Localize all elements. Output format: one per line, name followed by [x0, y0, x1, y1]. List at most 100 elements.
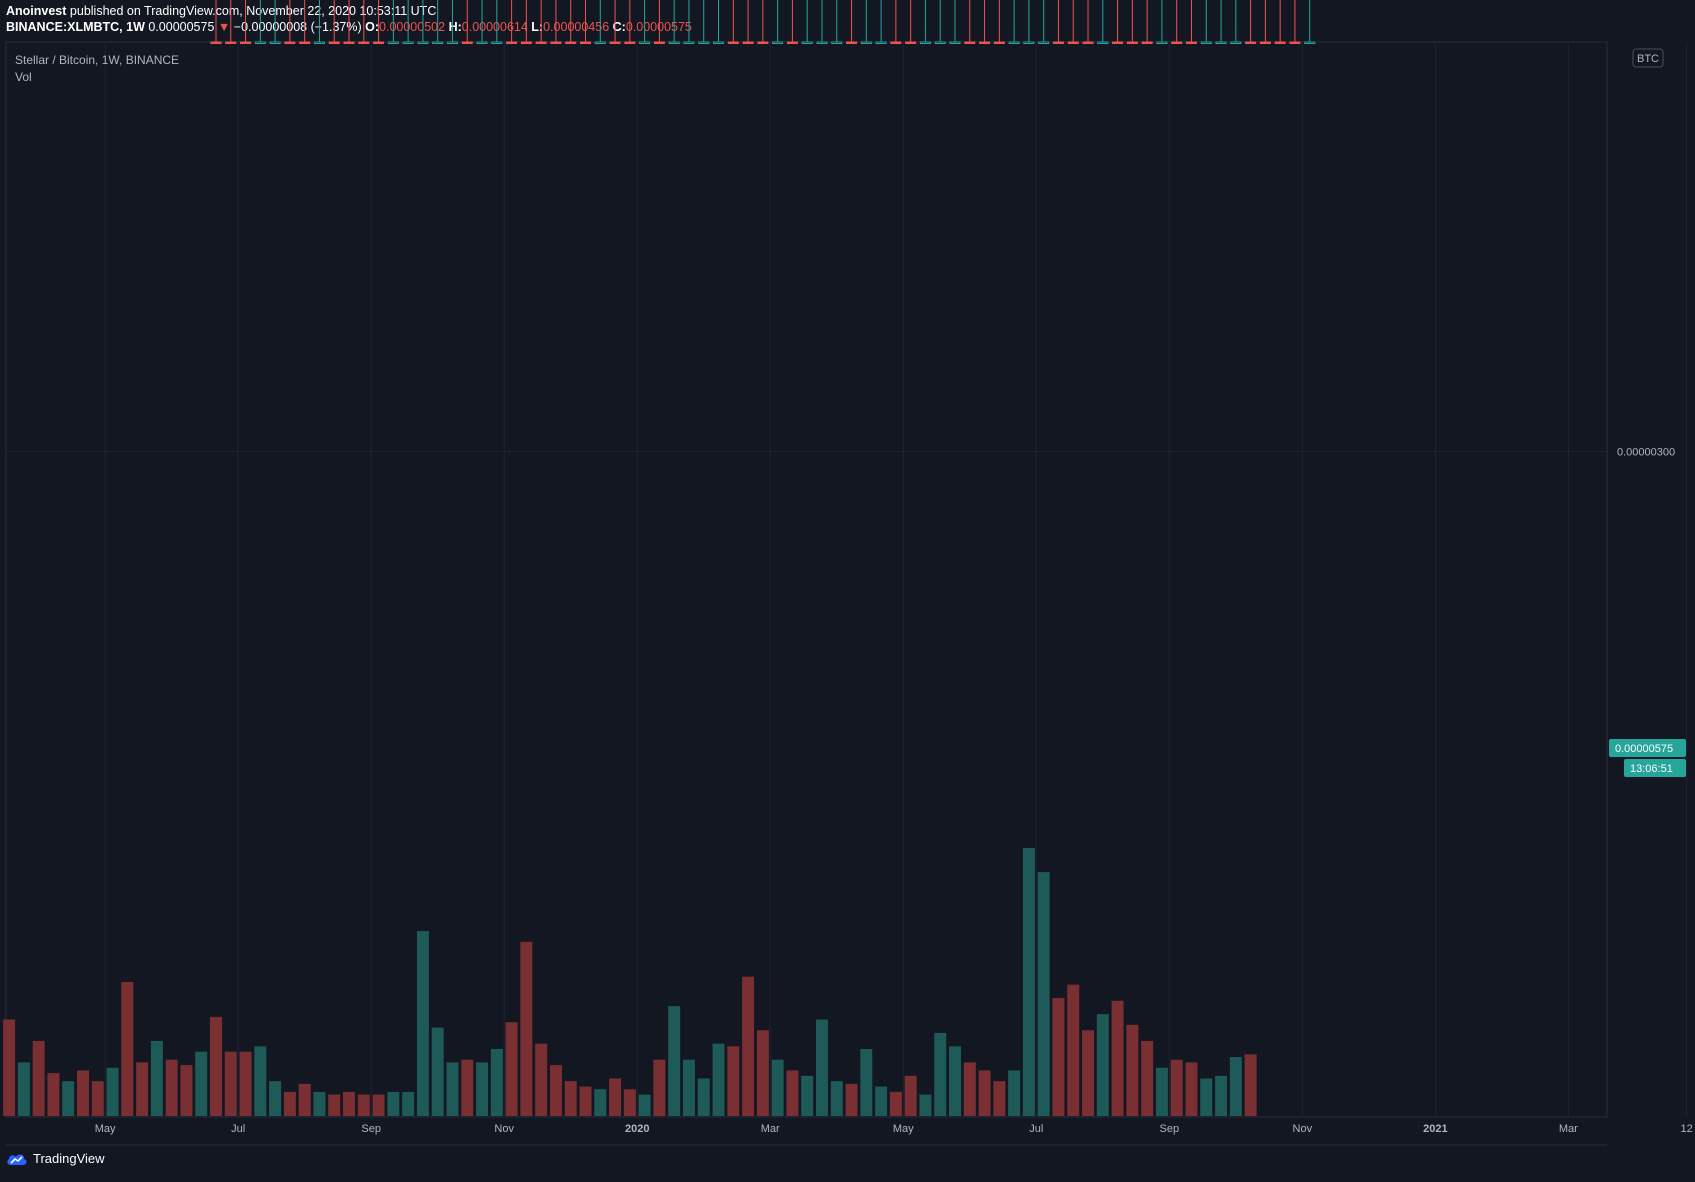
candle[interactable]	[1259, 0, 1271, 44]
candle[interactable]	[1230, 0, 1242, 44]
candle-body-down	[742, 41, 754, 44]
candle[interactable]	[653, 0, 665, 44]
candle[interactable]	[1141, 0, 1153, 44]
candle[interactable]	[624, 0, 636, 44]
candle[interactable]	[1289, 0, 1301, 44]
candle[interactable]	[846, 0, 858, 44]
candle[interactable]	[668, 0, 680, 44]
currency-badge[interactable]: BTC	[1632, 48, 1664, 68]
candle[interactable]	[934, 0, 946, 44]
candle[interactable]	[831, 0, 843, 44]
candle[interactable]	[890, 0, 902, 44]
plot-frame	[5, 41, 1608, 1118]
author-name[interactable]: Anoinvest	[6, 4, 67, 18]
candle[interactable]	[816, 0, 828, 44]
candle[interactable]	[535, 0, 547, 44]
candle[interactable]	[1112, 0, 1124, 44]
legend-title[interactable]: Stellar / Bitcoin, 1W, BINANCE	[15, 53, 179, 67]
candle[interactable]	[1097, 0, 1109, 44]
candle[interactable]	[476, 0, 488, 44]
candle[interactable]	[1245, 0, 1257, 44]
candle[interactable]	[402, 0, 414, 44]
candle[interactable]	[979, 0, 991, 44]
candle[interactable]	[639, 0, 651, 44]
candle[interactable]	[580, 0, 591, 44]
candle[interactable]	[609, 0, 621, 44]
candle[interactable]	[1171, 0, 1183, 44]
candle[interactable]	[949, 0, 961, 44]
candle-body-down	[506, 41, 518, 44]
candle[interactable]	[964, 0, 976, 44]
candle[interactable]	[1038, 0, 1050, 44]
candle-body-down	[786, 41, 798, 44]
candle[interactable]	[343, 0, 355, 44]
candle[interactable]	[269, 0, 281, 44]
candle[interactable]	[432, 0, 444, 44]
candle[interactable]	[461, 0, 473, 44]
candle[interactable]	[757, 0, 769, 44]
volume-bar	[490, 1049, 503, 1116]
candle[interactable]	[742, 0, 754, 44]
time-axis[interactable]: May Jul Sep Nov 2020 Mar May Jul Sep Nov 2021 Mar 12	[95, 1123, 1693, 1135]
candle-body-down	[358, 41, 370, 44]
candle[interactable]	[713, 0, 725, 44]
volume-bar	[387, 1091, 400, 1116]
candle[interactable]	[240, 0, 252, 44]
candle[interactable]	[373, 0, 385, 44]
candle[interactable]	[387, 0, 399, 44]
symbol-label[interactable]: BINANCE:XLMBTC, 1W	[6, 20, 145, 34]
candle[interactable]	[698, 0, 710, 44]
candle[interactable]	[520, 0, 532, 44]
candle[interactable]	[210, 0, 222, 44]
volume-bar	[224, 1051, 237, 1116]
candle[interactable]	[905, 0, 917, 44]
candle[interactable]	[727, 0, 739, 44]
candle[interactable]	[1082, 0, 1094, 44]
candle[interactable]	[1185, 0, 1197, 44]
candle[interactable]	[772, 0, 784, 44]
candle[interactable]	[299, 0, 311, 44]
candle[interactable]	[919, 0, 931, 44]
candle[interactable]	[1052, 0, 1064, 44]
candle[interactable]	[491, 0, 503, 44]
candle[interactable]	[1126, 0, 1138, 44]
candle[interactable]	[417, 0, 429, 44]
candle[interactable]	[683, 0, 695, 44]
candle[interactable]	[506, 0, 518, 44]
candle[interactable]	[254, 0, 266, 44]
candle[interactable]	[358, 0, 370, 44]
tradingview-logo[interactable]: TradingView	[6, 1151, 105, 1166]
candle[interactable]	[225, 0, 237, 44]
candle[interactable]	[328, 0, 340, 44]
candle[interactable]	[1200, 0, 1212, 44]
candle-body-down	[225, 41, 237, 44]
candle[interactable]	[993, 0, 1005, 44]
candle[interactable]	[1274, 0, 1286, 44]
candle[interactable]	[1008, 0, 1020, 44]
candle[interactable]	[875, 0, 887, 44]
price-axis[interactable]: 0.000010500.000010000.000009500.00000900…	[1617, 0, 1675, 458]
candle[interactable]	[550, 0, 562, 44]
candle[interactable]	[1215, 0, 1227, 44]
candle[interactable]	[594, 0, 606, 44]
candle[interactable]	[284, 0, 296, 44]
chart-grid	[5, 41, 1688, 1146]
last-price-tag: 0.00000575	[1609, 739, 1686, 757]
volume-bar	[638, 1094, 651, 1116]
candle[interactable]	[786, 0, 798, 44]
candle[interactable]	[313, 0, 325, 44]
candle[interactable]	[1023, 0, 1035, 44]
volume-bar	[180, 1065, 193, 1116]
candle[interactable]	[1156, 0, 1168, 44]
candle[interactable]	[860, 0, 872, 44]
open-value: 0.00000502	[379, 20, 446, 34]
candle-body-down	[1141, 41, 1153, 44]
candle[interactable]	[1067, 0, 1079, 44]
candle[interactable]	[565, 0, 577, 44]
candle-body-up	[860, 41, 872, 44]
volume-legend[interactable]: Vol	[15, 70, 32, 84]
candle[interactable]	[801, 0, 813, 44]
candle[interactable]	[446, 0, 458, 44]
candle[interactable]	[1304, 0, 1316, 44]
